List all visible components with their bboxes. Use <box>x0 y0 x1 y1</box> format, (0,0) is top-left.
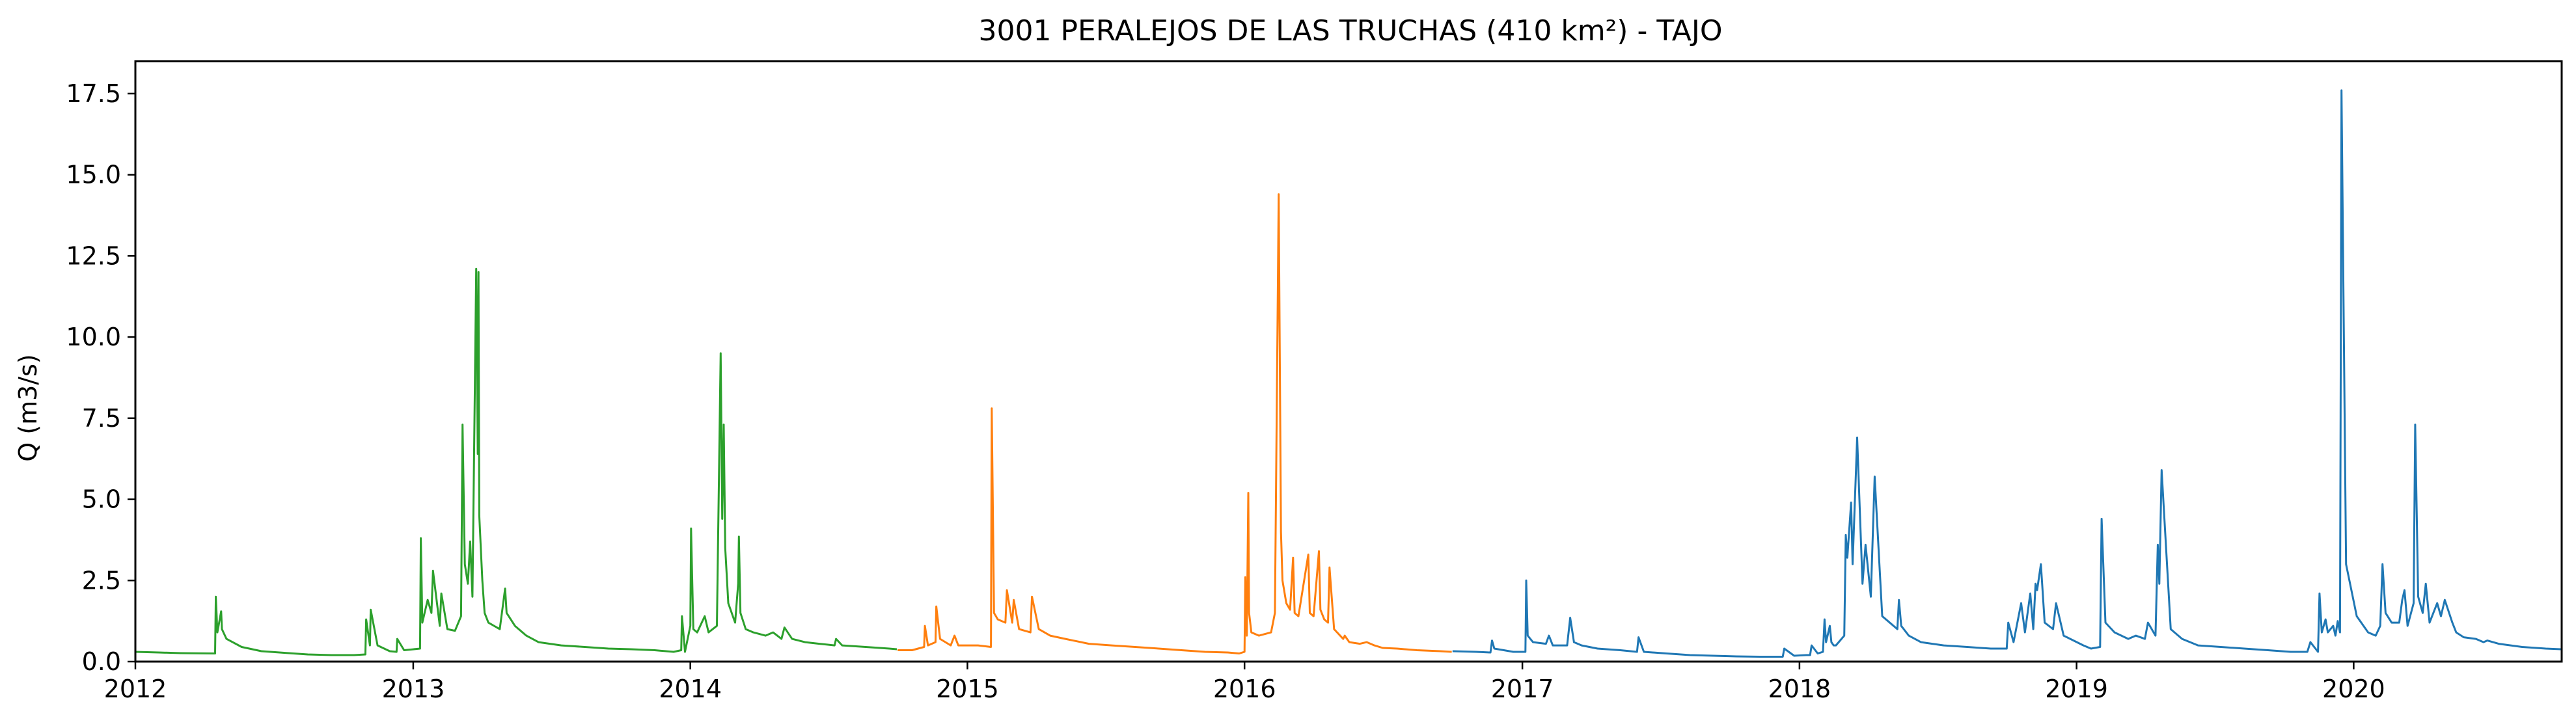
series-line-3 <box>1452 89 2561 658</box>
series-line-2 <box>897 193 1452 654</box>
y-tick-label: 15.0 <box>66 161 121 189</box>
y-tick-label: 5.0 <box>82 485 121 514</box>
y-tick-label: 17.5 <box>66 79 121 108</box>
y-tick-label: 10.0 <box>66 323 121 351</box>
x-tick-label: 2012 <box>104 675 167 703</box>
x-tick-label: 2014 <box>659 675 722 703</box>
series-line-1 <box>135 267 897 656</box>
x-tick-label: 2019 <box>2045 675 2108 703</box>
y-tick-label: 0.0 <box>82 647 121 676</box>
x-tick-label: 2018 <box>1768 675 1831 703</box>
x-tick-label: 2013 <box>382 675 445 703</box>
plot-area-frame <box>134 60 2563 663</box>
y-tick-label: 7.5 <box>82 404 121 433</box>
chart-title: 3001 PERALEJOS DE LAS TRUCHAS (410 km²) … <box>978 14 1722 47</box>
series-layer <box>135 89 2561 658</box>
x-tick-label: 2017 <box>1491 675 1554 703</box>
y-tick-label: 2.5 <box>82 566 121 595</box>
x-tick-label: 2015 <box>936 675 999 703</box>
x-axis-ticks: 2012 2013 2014 2015 2016 2017 2018 2019 2020 <box>104 662 2385 703</box>
x-tick-label: 2020 <box>2322 675 2385 703</box>
y-tick-label: 12.5 <box>66 241 121 270</box>
y-axis-ticks: 0.0 2.5 5.0 7.5 10.0 12.5 15.0 17.5 <box>66 79 135 676</box>
y-axis-label: Q (m3/s) <box>14 354 42 461</box>
x-tick-label: 2016 <box>1213 675 1276 703</box>
